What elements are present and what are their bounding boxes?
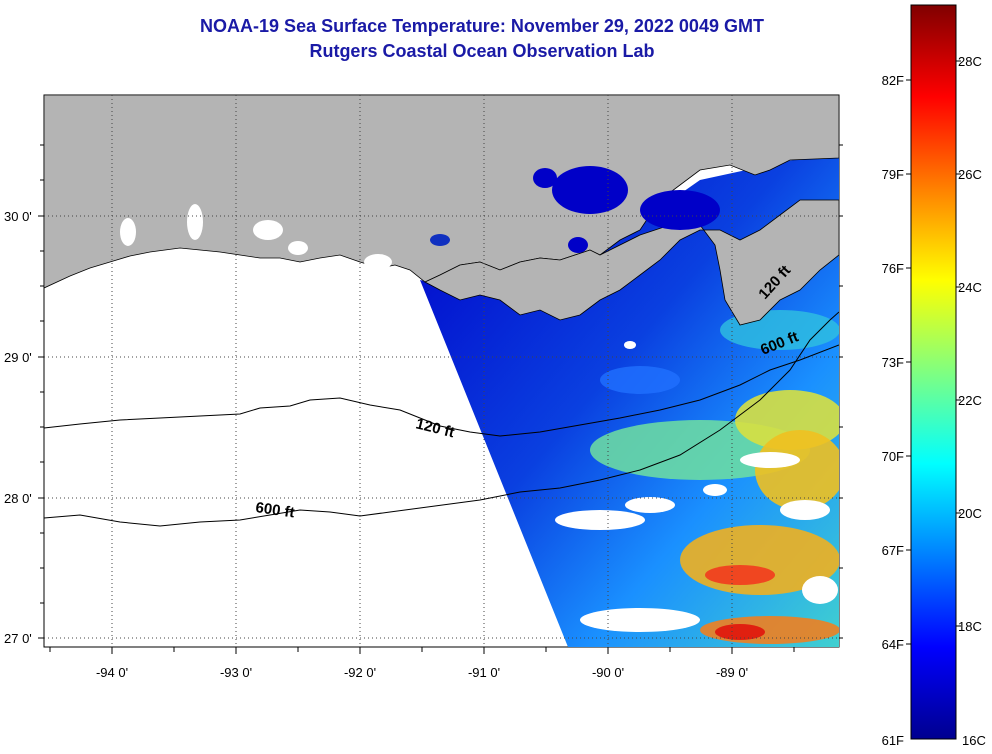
isobath-label-600ft: 600 ft — [254, 499, 295, 521]
mississippi-delta — [424, 199, 839, 326]
lon-label-91: -91 0' — [468, 665, 500, 680]
lon-label-90: -90 0' — [592, 665, 624, 680]
cb-f-82: 82F — [882, 73, 904, 88]
cb-c-28: 28C — [958, 54, 982, 69]
coastal-lakes — [120, 166, 720, 349]
cb-c-24: 24C — [958, 280, 982, 295]
lat-label-28: 28 0' — [4, 491, 32, 506]
cb-f-70: 70F — [882, 449, 904, 464]
cb-c-20: 20C — [958, 506, 982, 521]
lon-label-93: -93 0' — [220, 665, 252, 680]
cb-c-22: 22C — [958, 393, 982, 408]
colorbar-ticks — [906, 60, 961, 645]
axis-ticks — [38, 144, 843, 654]
isobath-120ft — [44, 344, 839, 437]
map-subtitle: Rutgers Coastal Ocean Observation Lab — [309, 41, 655, 61]
cb-f-67: 67F — [882, 543, 904, 558]
cb-f-76: 76F — [882, 261, 904, 276]
lon-label-89: -89 0' — [716, 665, 748, 680]
lon-label-92: -92 0' — [344, 665, 376, 680]
cloud-gaps — [555, 452, 838, 632]
isobath-600ft — [44, 311, 839, 527]
cb-f-79: 79F — [882, 167, 904, 182]
lat-lon-grid — [44, 95, 839, 647]
lat-label-27: 27 0' — [4, 631, 32, 646]
lat-label-30: 30 0' — [4, 209, 32, 224]
cb-f-73: 73F — [882, 355, 904, 370]
cb-c-18: 18C — [958, 619, 982, 634]
lat-label-29: 29 0' — [4, 350, 32, 365]
map-title: NOAA-19 Sea Surface Temperature: Novembe… — [200, 16, 764, 36]
cb-c-26: 26C — [958, 167, 982, 182]
cb-f-61: 61F — [882, 733, 904, 748]
cb-f-64: 64F — [882, 637, 904, 652]
colorbar — [910, 4, 957, 740]
warm-water-patches — [590, 310, 839, 644]
cb-c-16: 16C — [962, 733, 986, 748]
lon-label-94: -94 0' — [96, 665, 128, 680]
